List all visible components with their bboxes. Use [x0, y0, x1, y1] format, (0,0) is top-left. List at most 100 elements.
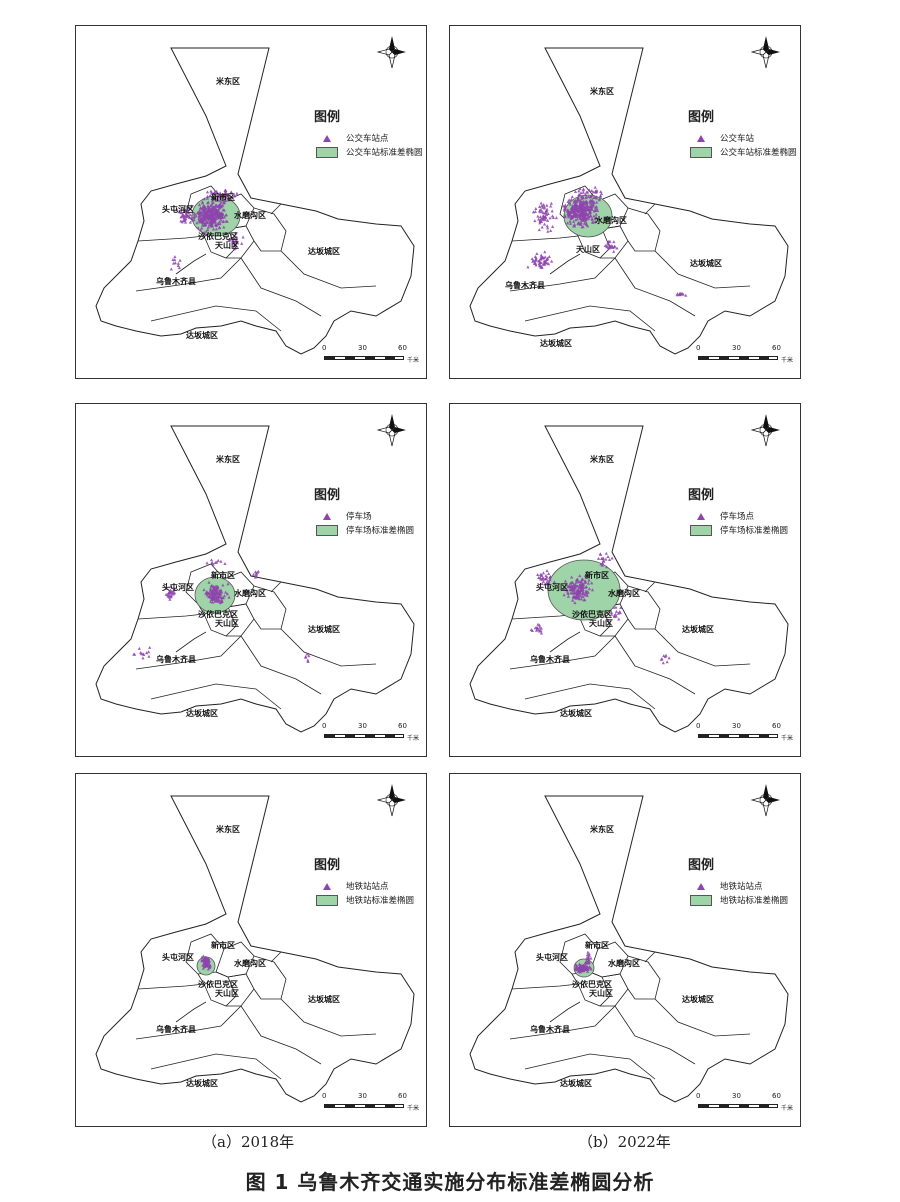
facility-point: [531, 259, 535, 263]
facility-point: [548, 575, 552, 579]
facility-point: [568, 202, 572, 206]
ellipse-swatch-icon: [314, 894, 340, 906]
facility-point: [610, 556, 614, 560]
facility-point: [660, 657, 664, 661]
map-panel-metro-2022: 米东区 新市区 头屯河区 水磨沟区 沙依巴克区 天山区 达坂城区 乌鲁木齐县 达坂城区 图例 地铁…: [449, 773, 801, 1127]
district-label-shayibake: 沙依巴克区: [572, 609, 612, 619]
facility-point: [197, 212, 201, 216]
north-arrow-icon: [376, 36, 406, 69]
facility-point: [568, 581, 572, 585]
scale-ruler: [698, 1104, 778, 1108]
facility-point: [562, 587, 566, 591]
facility-point: [166, 592, 170, 596]
facility-point: [661, 661, 665, 665]
facility-point: [148, 645, 152, 649]
facility-point: [219, 200, 223, 204]
district-label-dabancheng: 达坂城区: [186, 1078, 218, 1088]
facility-point: [220, 198, 224, 202]
facility-point: [543, 218, 547, 222]
facility-point: [533, 219, 537, 223]
facility-point: [584, 200, 588, 204]
district-label-shuimogou: 水磨沟区: [607, 588, 640, 598]
facility-point: [545, 207, 549, 211]
district-boundary: [509, 1005, 616, 1040]
figure-caption: 图 1 乌鲁木齐交通实施分布标准差椭圆分析: [245, 1170, 655, 1194]
ellipse-swatch-icon: [314, 524, 340, 536]
facility-point: [562, 208, 566, 212]
facility-point: [537, 259, 542, 263]
facility-point: [142, 652, 146, 656]
legend-row-ellipse: 地铁站标准差椭圆: [314, 893, 424, 907]
district-boundary: [549, 253, 581, 275]
district-boundary: [614, 635, 696, 695]
legend-row-ellipse: 公交车站标准差椭圆: [688, 145, 798, 159]
facility-point: [609, 610, 614, 614]
facility-point: [538, 210, 542, 214]
district-label-midong: 米东区: [589, 454, 614, 464]
facility-point: [225, 219, 229, 223]
facility-point: [175, 208, 179, 212]
facility-point: [197, 214, 201, 218]
facility-point: [132, 652, 136, 656]
facility-point: [221, 193, 225, 197]
facility-point: [608, 244, 612, 248]
district-label-dabancheng: 达坂城区: [308, 994, 340, 1004]
facility-point: [173, 591, 177, 595]
facility-point: [168, 597, 172, 601]
map-legend: 图例 公交车站 公交车站标准差椭圆: [688, 106, 798, 159]
facility-point: [584, 965, 588, 969]
facility-point: [587, 210, 592, 214]
district-label-dabancheng: 达坂城区: [308, 246, 340, 256]
legend-ellipse-label: 地铁站标准差椭圆: [346, 896, 415, 906]
facility-point: [187, 211, 191, 215]
facility-point: [209, 207, 214, 211]
facility-point: [593, 216, 597, 220]
legend-title: 图例: [314, 110, 341, 125]
facility-point: [235, 235, 239, 239]
facility-point: [584, 222, 588, 226]
facility-point: [582, 598, 586, 602]
facility-point: [547, 255, 551, 259]
district-label-dabancheng: 达坂城区: [682, 624, 714, 634]
facility-point: [576, 589, 580, 593]
legend-point-label: 公交车站: [720, 134, 755, 144]
facility-point: [224, 192, 228, 196]
district-boundary: [654, 250, 751, 289]
facility-point: [197, 203, 202, 207]
facility-point: [539, 207, 543, 211]
facility-point: [568, 219, 572, 223]
facility-point: [205, 221, 210, 225]
district-boundary: [137, 235, 205, 242]
facility-point: [536, 622, 540, 626]
facility-point: [576, 195, 580, 199]
facility-point: [573, 601, 577, 605]
facility-point: [212, 208, 216, 212]
district-label-tianshan: 天山区: [215, 240, 239, 250]
district-label-shuimogou: 水磨沟区: [594, 215, 627, 225]
ellipse-swatch-icon: [688, 146, 714, 158]
facility-point: [590, 205, 594, 209]
district-boundary: [654, 998, 751, 1037]
facility-point: [253, 570, 258, 574]
facility-point: [543, 582, 547, 586]
facility-point: [594, 204, 598, 208]
facility-point: [534, 206, 538, 210]
facility-point: [176, 261, 180, 265]
facility-point: [598, 552, 602, 556]
facility-point: [590, 581, 594, 585]
facility-point: [221, 583, 225, 587]
facility-point: [144, 651, 149, 655]
district-label-shayibake: 沙依巴克区: [198, 979, 238, 989]
district-label-midong: 米东区: [215, 454, 240, 464]
scale-tick-30: 30: [358, 1092, 367, 1100]
facility-point: [188, 213, 192, 217]
facility-point: [541, 579, 546, 583]
facility-point: [209, 561, 214, 565]
caption-b: （b）2022年: [578, 1133, 671, 1151]
city-boundary: [469, 425, 789, 733]
facility-point: [612, 245, 617, 249]
facility-point: [226, 582, 230, 586]
facility-point: [566, 213, 571, 217]
district-boundary: [150, 1053, 282, 1080]
